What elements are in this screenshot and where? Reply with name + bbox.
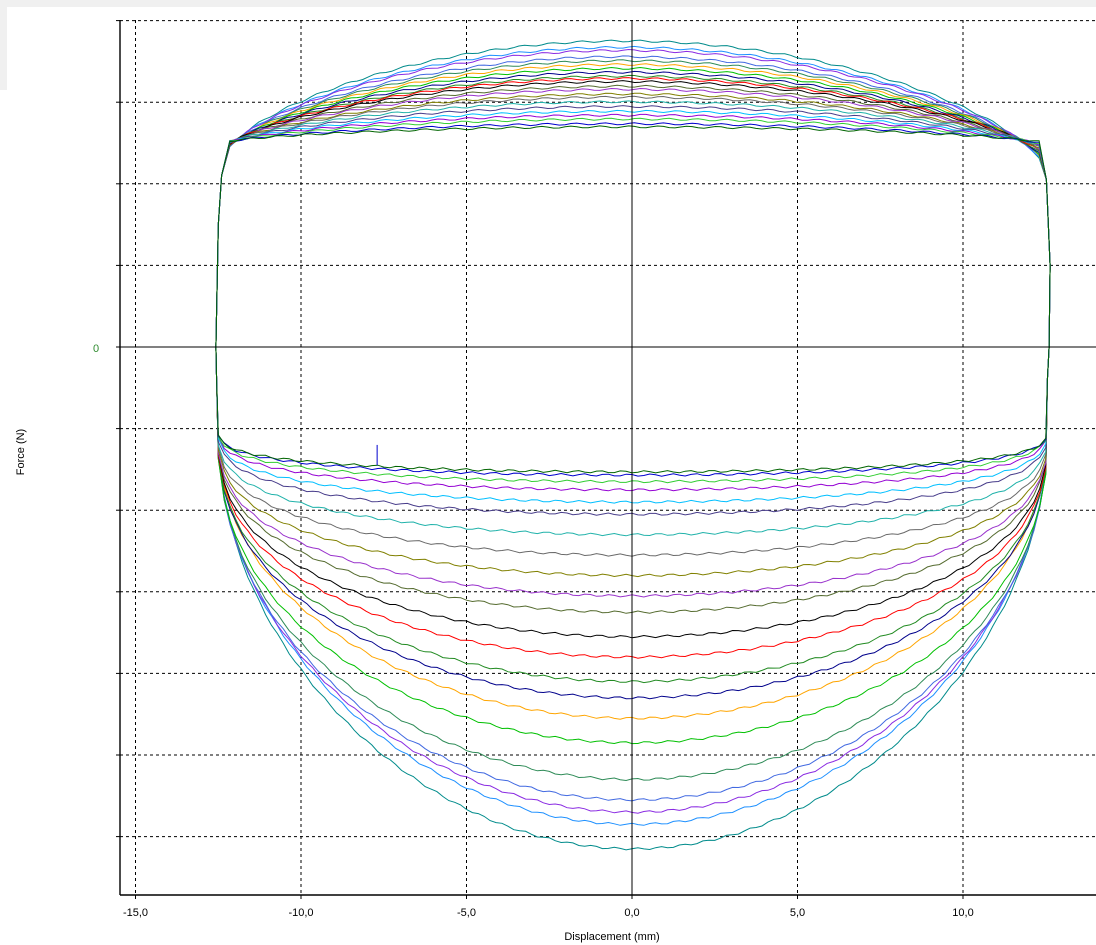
x-tick-label: -15,0 — [123, 907, 148, 919]
hysteresis-curve-7 — [215, 66, 1051, 745]
x-axis-title: Displacement (mm) — [564, 931, 659, 943]
grid-lines — [120, 20, 1096, 895]
y-tick-label-zero: 0 — [93, 343, 99, 355]
hysteresis-curve-6 — [215, 63, 1051, 720]
x-tick-label: -5,0 — [457, 907, 476, 919]
hysteresis-curve-1 — [215, 39, 1051, 851]
hysteresis-curve-19 — [215, 113, 1051, 492]
top-frame-strip — [0, 0, 1096, 7]
hysteresis-curve-2 — [215, 45, 1051, 826]
hysteresis-curve-8 — [215, 70, 1051, 700]
hysteresis-curve-13 — [215, 87, 1051, 598]
x-tick-label: 5,0 — [790, 907, 805, 919]
hysteresis-curve-21 — [215, 122, 1051, 477]
y-axis-title: Force (N) — [15, 429, 27, 475]
hysteresis-curve-11 — [215, 80, 1051, 639]
hysteresis-curves — [215, 39, 1051, 851]
x-tick-label: 0,0 — [624, 907, 639, 919]
axes — [116, 20, 1096, 899]
hysteresis-curve-20 — [215, 117, 1051, 484]
x-tick-label: -10,0 — [288, 907, 313, 919]
hysteresis-curve-5 — [215, 59, 1051, 782]
x-tick-label: 10,0 — [952, 907, 973, 919]
hysteresis-curve-14 — [215, 92, 1051, 578]
tick-labels: -15,0 -10,0 -5,0 0,0 5,0 10,0 — [123, 907, 974, 919]
hysteresis-curve-22 — [215, 125, 1051, 474]
hysteresis-curve-10 — [215, 77, 1051, 659]
left-frame-strip — [0, 0, 7, 90]
hysteresis-curve-17 — [215, 105, 1051, 516]
hysteresis-curve-18 — [215, 109, 1051, 504]
